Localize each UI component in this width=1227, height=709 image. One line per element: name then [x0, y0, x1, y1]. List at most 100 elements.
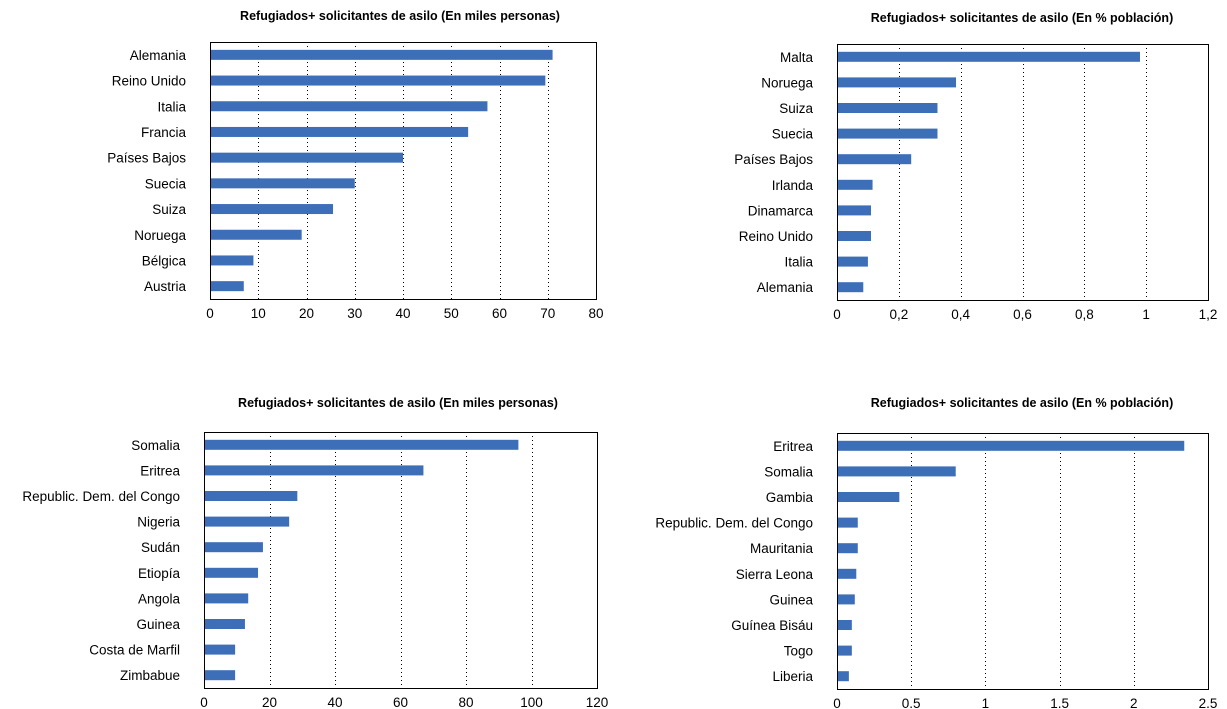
bar [837, 154, 912, 165]
bar-chart-2: Refugiados+ solicitantes de asilo (En % … [734, 11, 1217, 322]
x-tick-label: 60 [492, 306, 507, 321]
bar-chart-1: Refugiados+ solicitantes de asilo (En mi… [107, 9, 603, 321]
x-tick-label: 80 [458, 695, 473, 709]
category-label: Alemania [757, 280, 814, 295]
x-tick-label: 10 [251, 306, 266, 321]
chart-title: Refugiados+ solicitantes de asilo (En % … [871, 396, 1173, 410]
x-tick-label: 0,8 [1075, 307, 1094, 322]
category-label: Guinea [136, 617, 180, 632]
category-label: Reino Unido [112, 74, 186, 89]
category-label: Suecia [145, 176, 187, 191]
x-tick-label: 2.5 [1199, 696, 1218, 709]
chart-title: Refugiados+ solicitantes de asilo (En % … [871, 11, 1173, 25]
bar [837, 282, 864, 293]
x-tick-label: 1 [1142, 307, 1150, 322]
bar [210, 229, 302, 240]
bar [837, 620, 852, 630]
x-tick-label: 0 [200, 695, 208, 709]
bar [837, 440, 1185, 451]
bar [837, 103, 938, 113]
bar [837, 645, 852, 656]
bar [837, 543, 858, 554]
x-tick-label: 20 [262, 695, 277, 709]
category-label: Sierra Leona [736, 567, 814, 582]
bar [204, 593, 249, 604]
category-label: Gambia [766, 490, 814, 505]
x-tick-label: 40 [395, 306, 410, 321]
category-label: Togo [784, 644, 813, 659]
bar [204, 491, 298, 501]
x-tick-label: 70 [540, 306, 555, 321]
x-tick-label: 20 [299, 306, 314, 321]
bar [210, 178, 355, 189]
category-label: Irlanda [772, 178, 814, 193]
bar [837, 492, 900, 502]
bar [837, 51, 1140, 62]
bar [837, 568, 857, 579]
bar [837, 205, 872, 216]
bar [210, 281, 244, 292]
bar [204, 542, 263, 553]
category-label: Mauritania [750, 541, 814, 556]
bar [837, 256, 868, 267]
bar [837, 128, 938, 139]
bar [210, 126, 469, 137]
category-label: Etiopía [138, 566, 181, 581]
category-label: Suecia [772, 127, 814, 142]
category-label: Eritrea [140, 463, 180, 478]
x-tick-label: 0,6 [1013, 307, 1032, 322]
bar [837, 466, 956, 477]
x-tick-label: 120 [586, 695, 609, 709]
plot-area-frame [204, 432, 598, 689]
category-label: Sudán [141, 540, 180, 555]
x-tick-label: 1.5 [1050, 696, 1069, 709]
bar [837, 671, 849, 682]
category-label: Noruega [761, 75, 813, 90]
category-label: Somalia [764, 464, 813, 479]
x-tick-label: 0,2 [889, 307, 908, 322]
category-label: Noruega [134, 228, 186, 243]
x-tick-label: 100 [520, 695, 543, 709]
bar [204, 619, 245, 629]
category-label: Austria [144, 279, 187, 294]
bar [204, 439, 519, 450]
bar [210, 75, 546, 86]
category-label: Guinea [769, 592, 813, 607]
bar-chart-4: Refugiados+ solicitantes de asilo (En % … [655, 396, 1217, 709]
bar [210, 101, 488, 112]
x-tick-label: 30 [347, 306, 362, 321]
x-tick-label: 0.5 [902, 696, 921, 709]
x-tick-label: 0 [833, 696, 841, 709]
chart-title: Refugiados+ solicitantes de asilo (En mi… [240, 9, 560, 23]
category-label: Francia [141, 125, 187, 140]
x-tick-label: 80 [588, 306, 603, 321]
plot-area-frame [837, 44, 1209, 301]
bar [204, 567, 259, 578]
bar [837, 77, 957, 88]
bar [210, 49, 553, 60]
bar [210, 255, 254, 266]
category-label: Suiza [152, 202, 186, 217]
x-tick-label: 60 [393, 695, 408, 709]
category-label: Países Bajos [107, 151, 186, 166]
category-label: Republic. Dem. del Congo [655, 516, 813, 531]
bar [837, 231, 872, 241]
category-label: Angola [138, 591, 181, 606]
category-label: Nigeria [137, 515, 180, 530]
plot-area-frame [837, 433, 1209, 690]
x-tick-label: 1 [982, 696, 990, 709]
category-label: Republic. Dem. del Congo [22, 489, 180, 504]
x-tick-label: 50 [444, 306, 459, 321]
chart-title: Refugiados+ solicitantes de asilo (En mi… [238, 396, 558, 410]
x-tick-label: 2 [1130, 696, 1138, 709]
bar [204, 465, 424, 476]
category-label: Costa de Marfil [89, 643, 180, 658]
bar [837, 517, 858, 528]
category-label: Países Bajos [734, 152, 813, 167]
x-tick-label: 40 [327, 695, 342, 709]
category-label: Reino Unido [739, 229, 813, 244]
category-label: Zimbabue [120, 668, 180, 683]
x-tick-label: 0 [833, 307, 841, 322]
bar [837, 179, 873, 190]
